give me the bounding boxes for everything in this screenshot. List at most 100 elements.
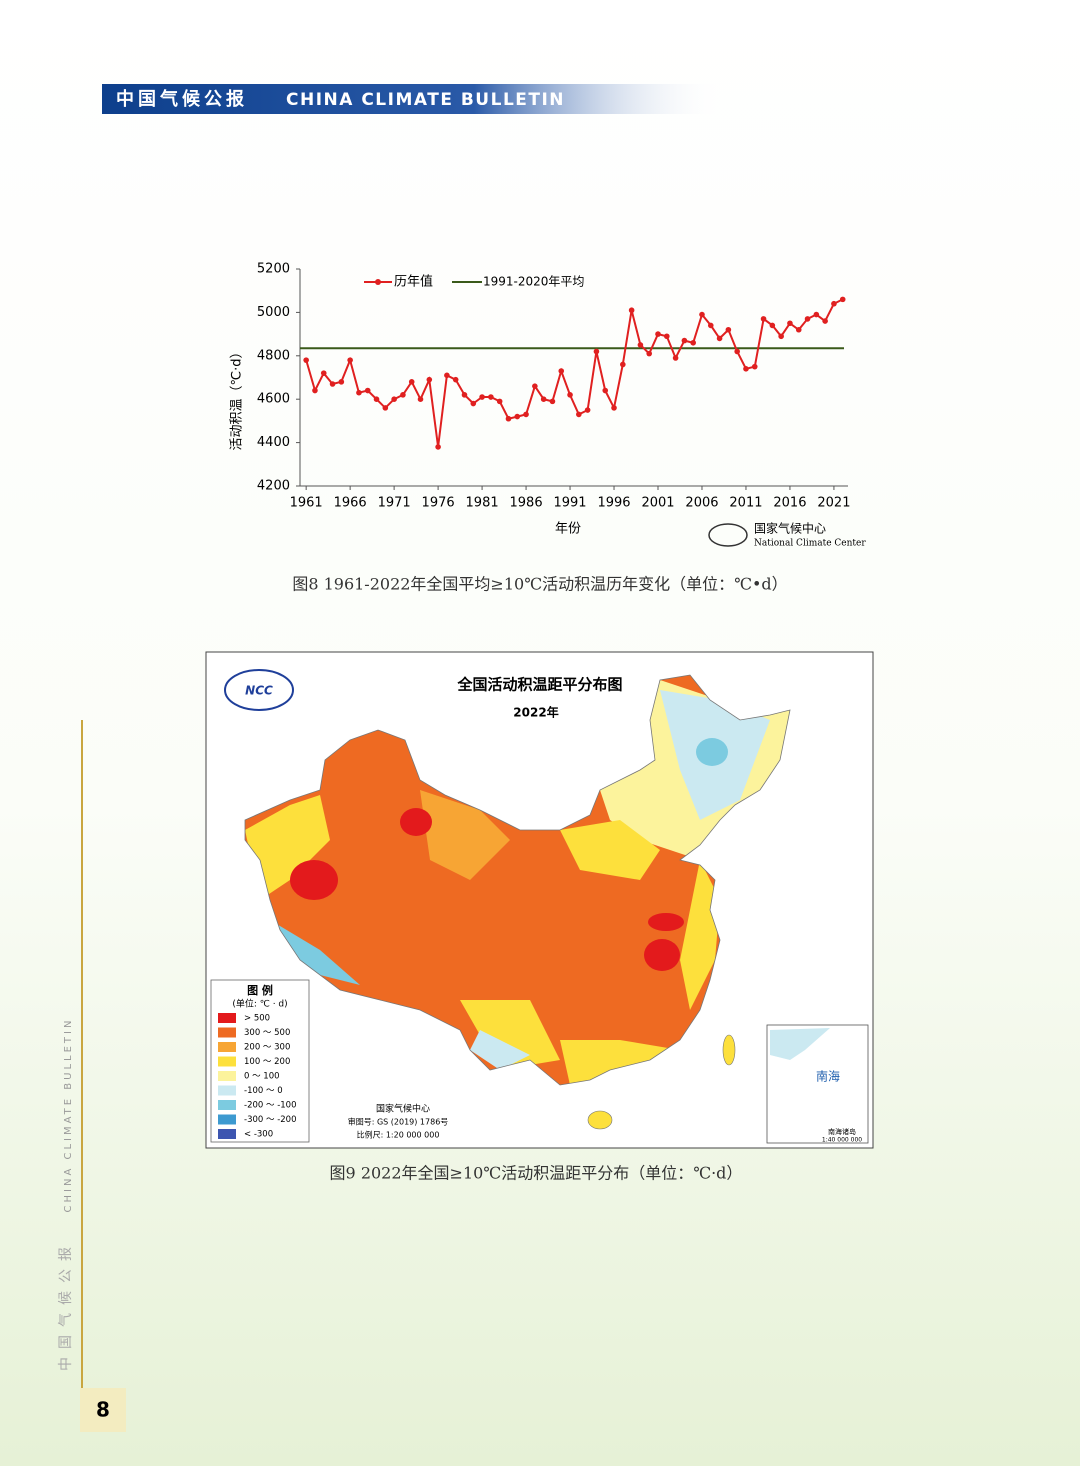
data-point [312,387,318,394]
data-point [373,396,380,403]
y-tick-label: 5200 [257,262,290,277]
sidebar-text-cn: 中国气候公报 [58,1239,74,1371]
inset-coast [770,1028,830,1060]
data-point [822,318,828,324]
data-point [356,389,362,396]
legend-item-label: < -300 [244,1130,273,1140]
data-point [787,320,793,327]
legend-color [218,1129,236,1139]
data-point [593,348,600,355]
figure8-caption: 图8 1961-2022年全国平均≥10℃活动积温历年变化（单位：℃•d） [292,575,787,594]
legend-label: 1991-2020年平均 [483,275,584,289]
hainan [587,1110,613,1130]
data-point [505,415,512,422]
x-tick-label: 2016 [773,496,806,511]
source-cn: 国家气候中心 [754,521,826,536]
data-point [452,376,459,383]
x-tick-label: 1996 [597,496,630,511]
inset-label: 南海 [816,1069,840,1084]
data-point [707,322,714,329]
legend-item-label: > 500 [244,1014,270,1024]
x-tick-label: 2006 [685,496,718,511]
inset-scale: 1:40 000 000 [822,1137,862,1144]
legend-marker [375,279,381,285]
data-point [672,355,679,361]
legend-title: 图 例 [247,983,273,997]
legend-color [218,1027,236,1038]
data-point [743,366,749,372]
data-point [329,381,336,387]
x-tick-label: 1986 [510,496,543,511]
data-point [540,396,547,403]
source-en: National Climate Center [754,539,866,549]
data-point [769,322,776,329]
data-point [751,363,758,370]
legend-item-label: 200 ～ 300 [244,1043,290,1053]
x-tick-label: 1976 [422,496,455,511]
legend-item-label: 300 ～ 500 [244,1028,290,1038]
y-axis-label: 活动积温（℃·d） [230,346,245,451]
ncc-logo [708,523,748,547]
legend-label: 历年值 [394,274,433,290]
legend-color [218,1013,236,1023]
x-tick-label: 2001 [641,496,674,511]
x-tick-label: 1971 [378,496,411,511]
data-point [760,316,767,322]
x-tick-label: 2011 [729,496,762,511]
map-figure: NCC 全国活动积温距平分布图 2022年 图 例 (单位: ℃ · d) > … [205,651,874,1149]
data-point [417,396,424,403]
y-tick-label: 4200 [257,479,290,494]
data-point [496,398,503,405]
data-point [558,368,565,374]
data-point [655,331,661,337]
legend-items: > 500 300 ～ 500 200 ～ 300 100 ～ 200 0 ～ 100 -… [218,1013,297,1140]
data-point [514,413,521,420]
data-point [663,333,670,340]
legend-color [218,1085,236,1096]
x-tick-label: 1991 [553,496,586,511]
data-point [831,300,837,307]
map-year: 2022年 [513,705,558,720]
ncc-logo [224,669,294,711]
map-scale: 比例尺: 1:20 000 000 [357,1130,440,1140]
data-point [532,383,538,389]
legend-item-label: -300 ～ -200 [244,1115,297,1125]
data-point [690,339,696,346]
data-point [813,311,820,318]
map-approval: 审图号: GS (2019) 1786号 [348,1117,449,1127]
data-point [391,396,397,403]
legend-item-label: -100 ～ 0 [244,1086,283,1096]
data-point [611,405,617,411]
data-point [303,357,309,363]
x-tick-label: 1966 [334,496,367,511]
y-tick-label: 4800 [257,348,290,363]
data-point [408,379,415,385]
data-point [681,337,688,344]
figure9-caption: 图9 2022年全国≥10℃活动积温距平分布（单位：℃·d） [330,1164,743,1183]
taiwan [722,1034,736,1066]
data-point [576,411,582,418]
inset-title: 南海诸岛 [828,1127,856,1136]
sidebar-text-en: CHINA CLIMATE BULLETIN [63,1018,74,1213]
x-tick-label: 2021 [817,496,850,511]
legend-color [218,1056,236,1067]
data-point [347,357,353,363]
page-number-box [80,1388,126,1432]
header-title-cn: 中国气候公报 [116,88,248,110]
data-point [426,376,433,383]
legend-color [218,1042,236,1052]
x-tick-label: 1981 [466,496,499,511]
data-point [470,400,477,407]
data-point [523,411,529,418]
data-point [716,335,723,342]
data-point [778,333,784,340]
data-point [382,405,389,411]
data-point [444,372,450,379]
data-point [320,370,327,376]
line-chart: 活动积温（℃·d） 年份 国家气候中心 National Climate Cen… [230,262,867,549]
legend-item-label: 100 ～ 200 [244,1057,290,1067]
data-point [602,387,609,394]
data-point [637,342,644,348]
